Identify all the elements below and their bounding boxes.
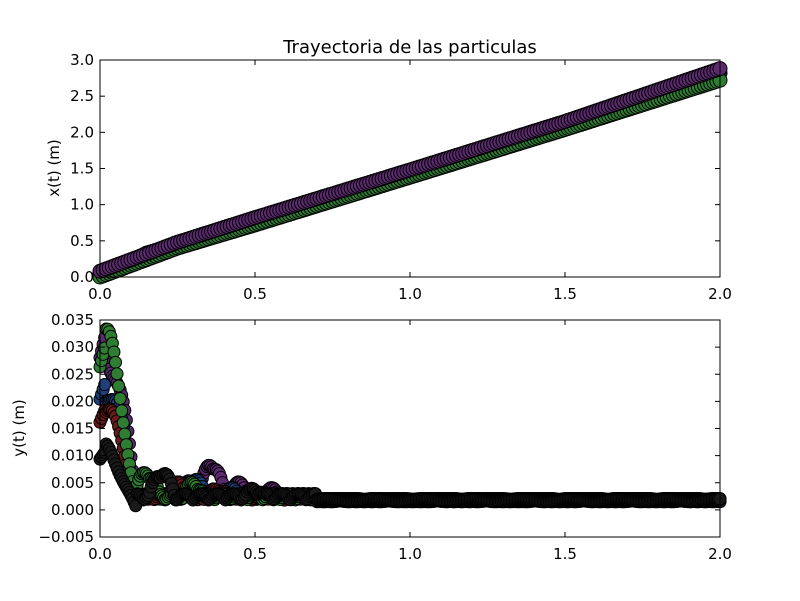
y-tick-label: 0.5 bbox=[70, 232, 94, 250]
x-tick-label: 0.0 bbox=[88, 285, 112, 303]
trajectory-marker bbox=[116, 416, 130, 430]
y-tick-label: 0.015 bbox=[51, 420, 94, 438]
bottom-axes: 0.0 0.5 1.0 1.5 2.0 −0.005 0.000 0.005 0.010 0.01… bbox=[10, 311, 732, 563]
x-tick-label: 2.0 bbox=[708, 285, 732, 303]
top-axes: Trayectoria de las particulas 0.0 0.5 1.0 1… bbox=[45, 37, 732, 303]
x-tick-label: 1.5 bbox=[553, 285, 577, 303]
x-tick-label: 1.5 bbox=[553, 545, 577, 563]
y-tick-label: 0.010 bbox=[51, 447, 94, 465]
trajectory-marker bbox=[112, 379, 126, 393]
x-tick-label: 0.0 bbox=[88, 545, 112, 563]
y-tick-label: 0.0 bbox=[70, 268, 94, 286]
x-tick-label: 0.5 bbox=[243, 545, 267, 563]
trajectory-marker bbox=[109, 355, 122, 369]
y-tick-label: 1.5 bbox=[70, 160, 94, 178]
y-tick-label: 0.005 bbox=[51, 474, 94, 492]
chart-title: Trayectoria de las particulas bbox=[282, 37, 537, 58]
y-tick-label: 0.035 bbox=[51, 311, 94, 329]
x-tick-label: 1.0 bbox=[398, 545, 422, 563]
x-tick-label: 0.5 bbox=[243, 285, 267, 303]
y-tick-label: 3.0 bbox=[70, 51, 94, 69]
y-tick-label: 1.0 bbox=[70, 196, 94, 214]
bottom-y-axis-label: y(t) (m) bbox=[10, 399, 28, 457]
trajectory-marker bbox=[98, 378, 112, 392]
x-tick-label: 2.0 bbox=[708, 545, 732, 563]
x-tick-label: 1.0 bbox=[398, 285, 422, 303]
y-tick-label: 2.0 bbox=[70, 123, 94, 141]
y-tick-label: 2.5 bbox=[70, 87, 94, 105]
top-y-axis-label: x(t) (m) bbox=[45, 139, 63, 197]
trajectory-marker bbox=[110, 367, 124, 381]
top-ticks: 0.0 0.5 1.0 1.5 2.0 0.0 0.5 1.0 1.5 2.0 2.5 3.0 bbox=[70, 51, 732, 303]
y-tick-label: 0.030 bbox=[51, 338, 94, 356]
trajectory-marker bbox=[115, 404, 129, 418]
y-tick-label: 0.025 bbox=[51, 365, 94, 383]
y-tick-label: 0.020 bbox=[51, 392, 94, 410]
y-tick-label: 0.000 bbox=[51, 501, 94, 519]
trajectory-marker bbox=[113, 391, 127, 405]
trajectory-marker bbox=[118, 427, 132, 441]
y-tick-label: −0.005 bbox=[38, 528, 94, 546]
bottom-ticks: 0.0 0.5 1.0 1.5 2.0 −0.005 0.000 0.005 0.010 0.01… bbox=[38, 311, 731, 563]
top-plot-marks bbox=[92, 61, 728, 285]
